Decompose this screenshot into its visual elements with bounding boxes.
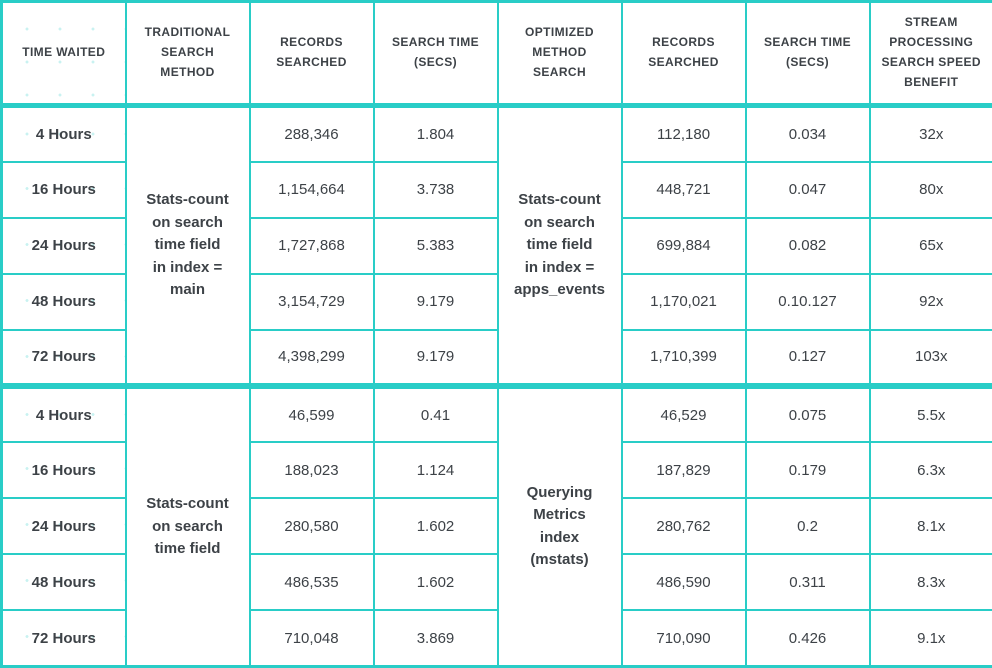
- time-waited-cell: 4 Hours: [0, 382, 127, 444]
- benefit-cell: 8.3x: [868, 553, 992, 612]
- benefit-cell: 9.1x: [868, 609, 992, 668]
- opt-time-cell: 0.075: [744, 382, 871, 444]
- benefit-cell: 103x: [868, 328, 992, 387]
- opt-records-cell: 1,710,399: [620, 328, 747, 387]
- trad-time-cell: 0.41: [372, 382, 499, 444]
- table-row: 24 Hours 280,580 1.602 280,762 0.2 8.1x: [0, 497, 992, 556]
- opt-time-cell: 0.082: [744, 216, 871, 275]
- trad-time-cell: 9.179: [372, 272, 499, 331]
- opt-time-cell: 0.179: [744, 441, 871, 500]
- benefit-cell: 65x: [868, 216, 992, 275]
- traditional-method-cell: Stats-count on search time field in inde…: [124, 104, 251, 387]
- opt-time-cell: 0.034: [744, 104, 871, 163]
- trad-time-cell: 1.602: [372, 497, 499, 556]
- optimized-method-cell: Querying Metrics index (mstats): [496, 382, 623, 668]
- col-header-speed-benefit: STREAM PROCESSING SEARCH SPEED BENEFIT: [868, 0, 992, 108]
- table-row: 72 Hours 4,398,299 9.179 1,710,399 0.127…: [0, 328, 992, 387]
- col-header-trad-search-time: SEARCH TIME (SECS): [372, 0, 499, 108]
- time-waited-cell: 72 Hours: [0, 328, 127, 387]
- time-waited-cell: 48 Hours: [0, 553, 127, 612]
- benefit-cell: 92x: [868, 272, 992, 331]
- opt-time-cell: 0.311: [744, 553, 871, 612]
- opt-time-cell: 0.127: [744, 328, 871, 387]
- time-waited-cell: 72 Hours: [0, 609, 127, 668]
- time-waited-cell: 24 Hours: [0, 216, 127, 275]
- opt-records-cell: 486,590: [620, 553, 747, 612]
- time-waited-cell: 48 Hours: [0, 272, 127, 331]
- table-row: 4 Hours Stats-count on search time field…: [0, 104, 992, 387]
- opt-records-cell: 112,180: [620, 104, 747, 163]
- optimized-method-cell: Stats-count on search time field in inde…: [496, 104, 623, 387]
- trad-records-cell: 3,154,729: [248, 272, 375, 331]
- table-row: 16 Hours 188,023 1.124 187,829 0.179 6.3…: [0, 441, 992, 500]
- opt-records-cell: 710,090: [620, 609, 747, 668]
- col-header-trad-records: RECORDS SEARCHED: [248, 0, 375, 108]
- col-header-optimized-method: OPTIMIZED METHOD SEARCH: [496, 0, 623, 108]
- trad-records-cell: 46,599: [248, 382, 375, 444]
- opt-records-cell: 448,721: [620, 160, 747, 219]
- trad-time-cell: 5.383: [372, 216, 499, 275]
- trad-records-cell: 710,048: [248, 609, 375, 668]
- trad-records-cell: 188,023: [248, 441, 375, 500]
- opt-records-cell: 187,829: [620, 441, 747, 500]
- benefit-cell: 8.1x: [868, 497, 992, 556]
- traditional-method-cell: Stats-count on search time field: [124, 382, 251, 668]
- time-waited-cell: 4 Hours: [0, 104, 127, 163]
- trad-records-cell: 1,154,664: [248, 160, 375, 219]
- opt-records-cell: 280,762: [620, 497, 747, 556]
- benefit-cell: 32x: [868, 104, 992, 163]
- trad-time-cell: 1.124: [372, 441, 499, 500]
- table-row: 24 Hours 1,727,868 5.383 699,884 0.082 6…: [0, 216, 992, 275]
- opt-time-cell: 0.047: [744, 160, 871, 219]
- trad-records-cell: 288,346: [248, 104, 375, 163]
- opt-records-cell: 699,884: [620, 216, 747, 275]
- benefit-cell: 5.5x: [868, 382, 992, 444]
- header-row: TIME WAITED TRADITIONAL SEARCH METHOD RE…: [0, 0, 992, 108]
- table-row: 4 Hours Stats-count on search time field…: [0, 382, 992, 668]
- trad-time-cell: 3.869: [372, 609, 499, 668]
- trad-time-cell: 3.738: [372, 160, 499, 219]
- trad-records-cell: 486,535: [248, 553, 375, 612]
- table-row: 48 Hours 486,535 1.602 486,590 0.311 8.3…: [0, 553, 992, 612]
- time-waited-cell: 24 Hours: [0, 497, 127, 556]
- time-waited-cell: 16 Hours: [0, 160, 127, 219]
- trad-time-cell: 9.179: [372, 328, 499, 387]
- opt-records-cell: 1,170,021: [620, 272, 747, 331]
- col-header-opt-records: RECORDS SEARCHED: [620, 0, 747, 108]
- col-header-traditional-method: TRADITIONAL SEARCH METHOD: [124, 0, 251, 108]
- col-header-opt-search-time: SEARCH TIME (SECS): [744, 0, 871, 108]
- table-row: 48 Hours 3,154,729 9.179 1,170,021 0.10.…: [0, 272, 992, 331]
- trad-records-cell: 280,580: [248, 497, 375, 556]
- trad-records-cell: 4,398,299: [248, 328, 375, 387]
- benefit-cell: 6.3x: [868, 441, 992, 500]
- time-waited-cell: 16 Hours: [0, 441, 127, 500]
- trad-time-cell: 1.602: [372, 553, 499, 612]
- table-row: 16 Hours 1,154,664 3.738 448,721 0.047 8…: [0, 160, 992, 219]
- benefit-cell: 80x: [868, 160, 992, 219]
- table-row: 72 Hours 710,048 3.869 710,090 0.426 9.1…: [0, 609, 992, 668]
- trad-time-cell: 1.804: [372, 104, 499, 163]
- opt-time-cell: 0.426: [744, 609, 871, 668]
- trad-records-cell: 1,727,868: [248, 216, 375, 275]
- opt-time-cell: 0.2: [744, 497, 871, 556]
- opt-records-cell: 46,529: [620, 382, 747, 444]
- col-header-time-waited: TIME WAITED: [0, 0, 127, 108]
- opt-time-cell: 0.10.127: [744, 272, 871, 331]
